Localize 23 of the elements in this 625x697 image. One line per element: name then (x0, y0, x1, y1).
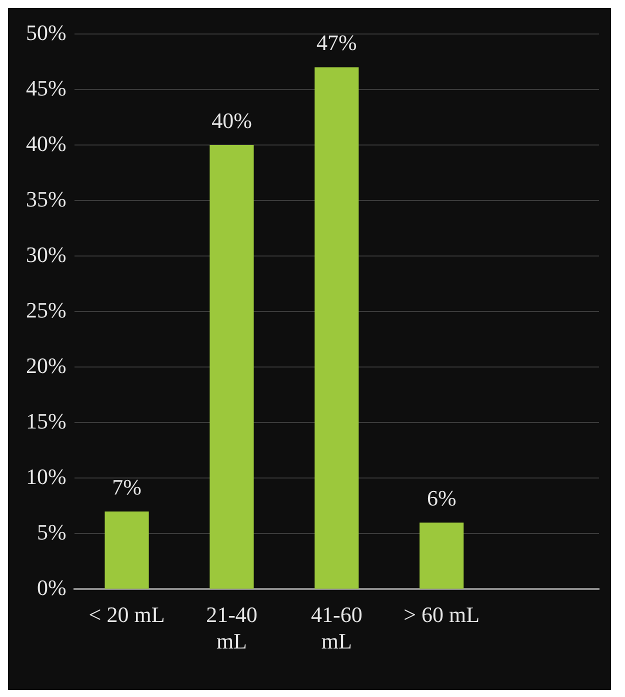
bar (210, 145, 254, 589)
y-tick-label: 40% (26, 130, 66, 156)
y-tick-label: 20% (26, 352, 66, 378)
y-tick-label: 10% (26, 464, 66, 489)
bar (104, 511, 149, 589)
x-tick-label: < 20 mL (88, 602, 165, 628)
data-label: 40% (212, 108, 252, 133)
bar (420, 522, 464, 589)
x-tick-label: 41-60 mL (311, 602, 362, 654)
y-tick-label: 35% (26, 186, 66, 212)
data-label: 7% (112, 474, 142, 500)
bar (314, 67, 359, 589)
y-tick-label: 15% (26, 408, 66, 434)
y-tick-label: 25% (26, 297, 66, 322)
data-label: 47% (316, 30, 357, 56)
y-tick-label: 50% (26, 20, 66, 45)
data-label: 6% (426, 485, 456, 510)
x-tick-label: > 60 mL (404, 602, 480, 628)
y-tick-label: 30% (26, 242, 66, 267)
y-tick-label: 45% (26, 75, 66, 100)
x-tick-label: 21-40 mL (206, 602, 258, 654)
y-tick-label: 0% (37, 574, 66, 600)
y-tick-label: 5% (37, 519, 66, 544)
